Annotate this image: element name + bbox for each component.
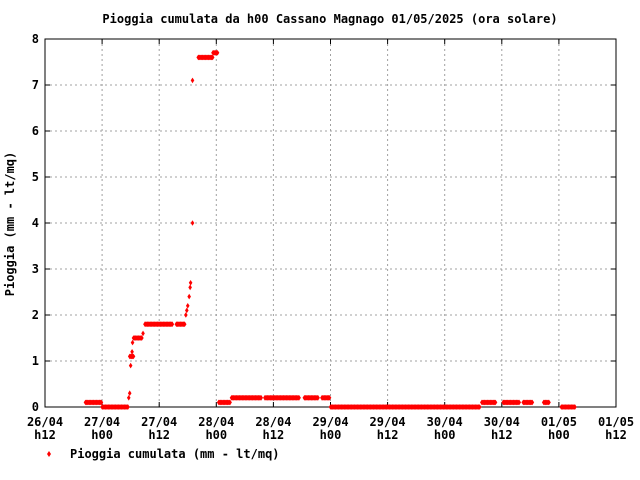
chart-axes: 01234567826/04h1227/04h0027/04h1228/04h0… [27, 32, 634, 442]
legend-marker-icon [47, 451, 51, 457]
data-point [228, 399, 232, 406]
x-tick-hour-label: h00 [205, 428, 227, 442]
data-point [259, 395, 264, 401]
x-tick-date-label: 27/04 [84, 415, 120, 429]
data-marks [83, 50, 577, 410]
data-point [530, 399, 535, 406]
x-tick-hour-label: h12 [491, 428, 513, 442]
x-tick-hour-label: h12 [148, 428, 170, 442]
data-point [215, 50, 220, 56]
chart-legend: Pioggia cumulata (mm - lt/mq) [47, 447, 280, 461]
y-tick-label: 4 [32, 216, 39, 230]
data-point [170, 321, 175, 327]
data-point [477, 404, 482, 410]
y-tick-label: 5 [32, 170, 39, 184]
y-tick-label: 2 [32, 308, 39, 322]
x-tick-hour-label: h00 [320, 428, 342, 442]
legend-label: Pioggia cumulata (mm - lt/mq) [70, 447, 280, 461]
x-tick-date-label: 30/04 [427, 415, 463, 429]
data-point [327, 395, 332, 401]
data-point [185, 303, 190, 309]
data-point [141, 330, 145, 337]
data-point [99, 399, 104, 406]
y-tick-label: 1 [32, 354, 39, 368]
data-point [297, 395, 301, 401]
chart-title: Pioggia cumulata da h00 Cassano Magnago … [102, 12, 557, 26]
data-point [130, 349, 134, 355]
data-point [130, 339, 135, 346]
data-point [188, 280, 193, 286]
data-point [210, 54, 215, 61]
data-point [190, 220, 195, 226]
data-point [188, 284, 192, 291]
x-tick-date-label: 01/05 [598, 415, 634, 429]
x-tick-date-label: 28/04 [255, 415, 291, 429]
x-tick-hour-label: h12 [605, 428, 627, 442]
x-tick-date-label: 27/04 [141, 415, 177, 429]
chart-grid [45, 39, 616, 407]
data-point [127, 390, 132, 396]
data-point [187, 293, 191, 300]
x-tick-hour-label: h00 [434, 428, 456, 442]
y-tick-label: 8 [32, 32, 39, 46]
data-point [517, 399, 522, 406]
data-point [316, 395, 320, 401]
data-point [126, 404, 130, 410]
x-tick-date-label: 01/05 [541, 415, 577, 429]
data-point [182, 321, 187, 327]
data-point [547, 399, 551, 406]
data-point [131, 353, 136, 360]
x-tick-date-label: 29/04 [370, 415, 406, 429]
y-tick-label: 6 [32, 124, 39, 138]
x-tick-hour-label: h00 [548, 428, 570, 442]
y-tick-label: 3 [32, 262, 39, 276]
data-point [493, 399, 498, 406]
data-point [128, 362, 133, 369]
data-point [140, 335, 144, 341]
x-tick-hour-label: h12 [34, 428, 56, 442]
x-tick-date-label: 29/04 [312, 415, 348, 429]
data-point [573, 404, 577, 410]
x-tick-date-label: 28/04 [198, 415, 234, 429]
x-tick-date-label: 30/04 [484, 415, 520, 429]
y-axis-label: Pioggia (mm - lt/mq) [3, 152, 17, 297]
data-point [184, 307, 189, 314]
x-tick-date-label: 26/04 [27, 415, 63, 429]
data-point [184, 312, 188, 318]
x-tick-hour-label: h12 [263, 428, 285, 442]
x-tick-hour-label: h12 [377, 428, 399, 442]
y-tick-label: 7 [32, 78, 39, 92]
y-tick-label: 0 [32, 400, 39, 414]
x-tick-hour-label: h00 [91, 428, 113, 442]
data-point [126, 395, 131, 401]
data-point [190, 77, 195, 84]
